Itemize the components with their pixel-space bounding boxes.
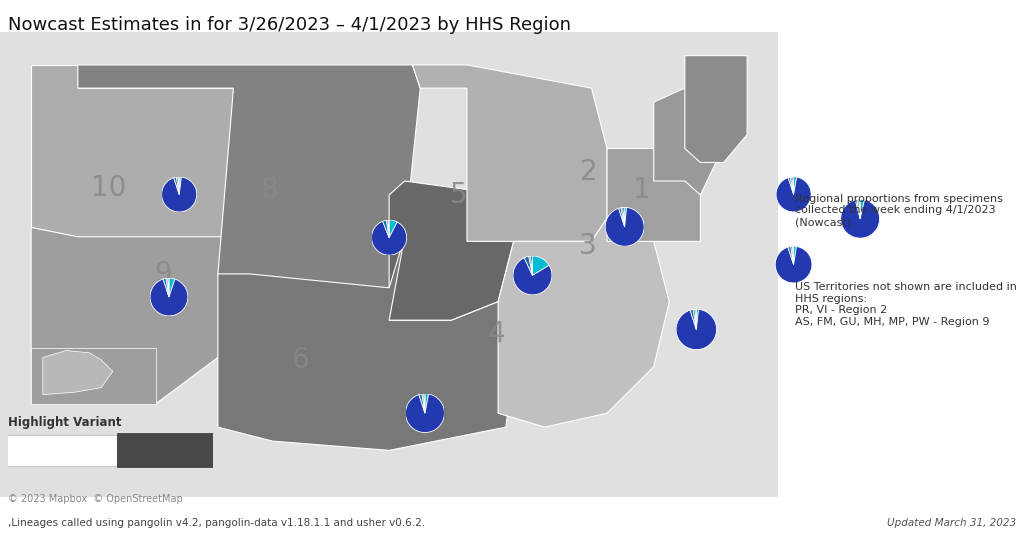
Text: US Territories not shown are included in
HHS regions:
PR, VI - Region 2
AS, FM, : US Territories not shown are included in… bbox=[795, 282, 1017, 327]
Text: Download Data: Download Data bbox=[124, 444, 208, 455]
Wedge shape bbox=[530, 256, 532, 275]
Wedge shape bbox=[775, 246, 812, 283]
Text: 3: 3 bbox=[579, 232, 596, 260]
Wedge shape bbox=[859, 199, 860, 219]
Wedge shape bbox=[166, 278, 169, 297]
Text: 7: 7 bbox=[386, 230, 404, 258]
Wedge shape bbox=[388, 220, 389, 238]
Wedge shape bbox=[179, 177, 181, 194]
Wedge shape bbox=[528, 256, 532, 275]
Wedge shape bbox=[524, 256, 532, 275]
Wedge shape bbox=[791, 177, 794, 194]
Wedge shape bbox=[174, 177, 179, 194]
Wedge shape bbox=[787, 246, 794, 265]
Wedge shape bbox=[794, 246, 797, 265]
Wedge shape bbox=[383, 220, 389, 238]
Wedge shape bbox=[386, 220, 389, 238]
FancyBboxPatch shape bbox=[6, 435, 117, 465]
Text: Updated March 31, 2023: Updated March 31, 2023 bbox=[887, 518, 1016, 528]
Wedge shape bbox=[841, 200, 880, 238]
Wedge shape bbox=[690, 309, 696, 329]
Polygon shape bbox=[43, 350, 113, 395]
Wedge shape bbox=[676, 309, 717, 349]
Wedge shape bbox=[151, 279, 187, 316]
Wedge shape bbox=[178, 177, 179, 194]
Wedge shape bbox=[788, 177, 794, 194]
Wedge shape bbox=[623, 207, 625, 227]
Text: Highlight Variant: Highlight Variant bbox=[8, 416, 122, 429]
Polygon shape bbox=[0, 32, 778, 497]
Wedge shape bbox=[776, 177, 811, 212]
Wedge shape bbox=[425, 394, 429, 413]
FancyBboxPatch shape bbox=[117, 433, 215, 467]
Wedge shape bbox=[372, 221, 407, 255]
Wedge shape bbox=[389, 220, 397, 238]
Wedge shape bbox=[168, 278, 169, 297]
Polygon shape bbox=[607, 148, 700, 241]
Wedge shape bbox=[419, 394, 425, 413]
Wedge shape bbox=[424, 394, 425, 413]
Polygon shape bbox=[413, 65, 607, 241]
Polygon shape bbox=[685, 56, 748, 163]
Text: 4: 4 bbox=[487, 320, 505, 348]
Wedge shape bbox=[605, 207, 644, 246]
Polygon shape bbox=[31, 65, 233, 237]
Text: 1: 1 bbox=[633, 176, 651, 204]
Wedge shape bbox=[857, 199, 860, 219]
Text: 8: 8 bbox=[260, 176, 278, 204]
Text: ,Lineages called using pangolin v4.2, pangolin-data v1.18.1.1 and usher v0.6.2.: ,Lineages called using pangolin v4.2, pa… bbox=[8, 518, 425, 528]
Polygon shape bbox=[31, 348, 156, 404]
Wedge shape bbox=[532, 256, 549, 275]
Polygon shape bbox=[31, 227, 249, 404]
Wedge shape bbox=[791, 246, 794, 265]
Wedge shape bbox=[860, 199, 864, 219]
Wedge shape bbox=[621, 207, 625, 227]
Text: 5: 5 bbox=[451, 181, 468, 209]
Text: 10: 10 bbox=[91, 174, 127, 202]
Wedge shape bbox=[693, 309, 696, 329]
Text: © 2023 Mapbox  © OpenStreetMap: © 2023 Mapbox © OpenStreetMap bbox=[8, 494, 183, 504]
Wedge shape bbox=[625, 207, 627, 227]
Polygon shape bbox=[218, 237, 514, 450]
Wedge shape bbox=[162, 177, 197, 212]
Text: Nowcast Estimates in for 3/26/2023 – 4/1/2023 by HHS Region: Nowcast Estimates in for 3/26/2023 – 4/1… bbox=[8, 16, 571, 34]
Wedge shape bbox=[792, 177, 794, 194]
Text: ⌕: ⌕ bbox=[108, 444, 114, 455]
Wedge shape bbox=[163, 278, 169, 297]
Wedge shape bbox=[794, 177, 797, 194]
Wedge shape bbox=[855, 199, 860, 219]
Wedge shape bbox=[422, 394, 425, 413]
Text: 9: 9 bbox=[155, 260, 172, 288]
Wedge shape bbox=[406, 394, 444, 433]
Text: Regional proportions from specimens
collected the week ending 4/1/2023
(Nowcast): Regional proportions from specimens coll… bbox=[795, 194, 1002, 227]
Text: 6: 6 bbox=[291, 346, 308, 374]
Wedge shape bbox=[793, 246, 794, 265]
Wedge shape bbox=[695, 309, 696, 329]
Wedge shape bbox=[176, 177, 179, 194]
Polygon shape bbox=[498, 218, 670, 427]
Wedge shape bbox=[169, 278, 175, 297]
Polygon shape bbox=[389, 181, 514, 320]
Wedge shape bbox=[618, 208, 625, 227]
Wedge shape bbox=[696, 309, 698, 329]
Polygon shape bbox=[653, 88, 724, 195]
Wedge shape bbox=[513, 258, 552, 295]
Text: 2: 2 bbox=[581, 158, 598, 186]
Polygon shape bbox=[78, 65, 420, 288]
Text: Highlight Var...: Highlight Var... bbox=[16, 444, 88, 455]
